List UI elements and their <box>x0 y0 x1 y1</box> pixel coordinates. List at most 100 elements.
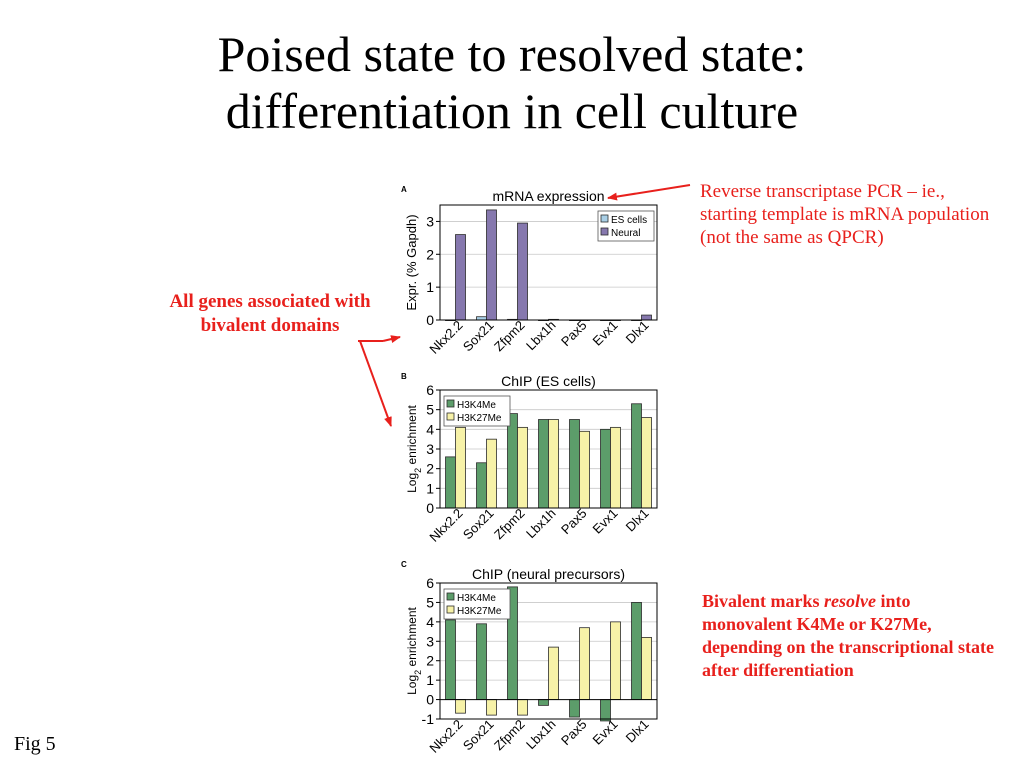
panel-a-bar-neural <box>486 209 497 321</box>
panel-b-bar-h3k27me <box>641 417 652 509</box>
panel-c-bar-h3k27me <box>486 699 497 716</box>
panel-b-xtick-label: Sox21 <box>460 506 497 543</box>
panel-a-bar-neural <box>455 234 466 321</box>
panel-b-legend-swatch <box>446 399 455 408</box>
panel-a-frame <box>439 204 658 321</box>
panel-c-legend <box>443 588 511 620</box>
panel-a-title: mRNA expression <box>492 188 604 204</box>
panel-b-bar-h3k27me <box>610 426 621 509</box>
panel-c-ytick-label: 5 <box>426 594 434 610</box>
panel-b-xtick-label: Dlx1 <box>623 506 652 535</box>
panel-c-bar-h3k27me <box>610 621 621 700</box>
panel-c-legend-swatch <box>446 592 455 601</box>
panel-a-xtick-label: Pax5 <box>558 318 590 350</box>
panel-a-ytick-label: 3 <box>426 213 434 229</box>
panel-b-ytick-label: 1 <box>426 480 434 496</box>
panel-c-bar-h3k4me <box>445 619 456 700</box>
panel-b-frame <box>439 389 658 509</box>
panel-a-bar-neural <box>641 314 652 321</box>
panel-c-ytick-label: 4 <box>426 614 434 630</box>
panel-b-legend-swatch <box>446 412 455 421</box>
panel-b-bar-h3k4me <box>600 428 611 509</box>
panel-a-legend-label: ES cells <box>611 215 647 226</box>
panel-c-legend-label: H3K4Me <box>457 593 496 604</box>
panel-a-legend-label: Neural <box>611 228 640 239</box>
panel-c-ytick-label: 1 <box>426 672 434 688</box>
slide-title-line1: Poised state to resolved state: <box>217 26 807 82</box>
panel-b-ytick-label: 6 <box>426 382 434 398</box>
resolve-note-post: into monovalent K4Me or K27Me, depending… <box>702 591 995 680</box>
panel-c-title: ChIP (neural precursors) <box>472 566 625 582</box>
panel-c-ytick-label: 2 <box>426 653 434 669</box>
panel-c-bar-h3k27me <box>455 699 466 714</box>
panel-b-ytick-label: 2 <box>426 461 434 477</box>
panel-b-letter: B <box>401 372 407 381</box>
panel-c-bar-h3k27me <box>579 627 590 700</box>
panel-a-xtick-label: Evx1 <box>590 318 621 349</box>
panel-a-letter: A <box>401 185 407 194</box>
panel-c-ytick-label: -1 <box>422 711 435 727</box>
panel-b-legend-label: H3K27Me <box>457 413 502 424</box>
panel-a-xtick-label: Lbx1h <box>523 318 559 354</box>
panel-b-xtick-label: Evx1 <box>590 506 621 537</box>
panel-c-xtick-label: Dlx1 <box>623 717 652 746</box>
panel-a-bar-neural <box>517 222 528 321</box>
panel-b-bar-h3k4me <box>538 419 549 509</box>
resolve-note-emphasis: resolve <box>824 591 876 611</box>
slide-title: Poised state to resolved state: differen… <box>0 26 1024 140</box>
panel-b-title: ChIP (ES cells) <box>501 373 596 389</box>
panel-b-ytick-label: 5 <box>426 402 434 418</box>
panel-b-xtick-label: Zfpm2 <box>491 506 528 543</box>
panel-a-xtick-label: Sox21 <box>460 318 497 355</box>
panel-c-legend-swatch <box>446 605 455 614</box>
slide-title-line2: differentiation in cell culture <box>225 83 799 139</box>
panel-a-ytick-label: 1 <box>426 279 434 295</box>
panel-b-ylabel: Log2 enrichment <box>405 404 423 492</box>
panel-b-xtick-label: Pax5 <box>558 506 590 538</box>
panel-b-bar-h3k27me <box>517 426 528 509</box>
panel-c-bar-h3k4me <box>538 699 549 706</box>
panel-a-legend-swatch <box>600 227 609 236</box>
panel-a-ytick-label: 2 <box>426 246 434 262</box>
rtpcr-note: Reverse transcriptase PCR – ie., startin… <box>700 181 990 248</box>
panel-c-xtick-label: Lbx1h <box>523 717 559 753</box>
panel-b-bar-h3k27me <box>548 419 559 509</box>
panel-b-bar-h3k4me <box>569 419 580 509</box>
panel-c-bar-h3k27me <box>548 646 559 700</box>
resolve-note-pre: Bivalent marks <box>702 591 825 611</box>
panel-c-legend-label: H3K27Me <box>457 606 502 617</box>
panel-c-ylabel: Log2 enrichment <box>405 606 423 694</box>
panel-b-ytick-label: 4 <box>426 421 434 437</box>
panel-b-bar-h3k27me <box>486 438 497 509</box>
panel-c-xtick-label: Sox21 <box>460 717 497 754</box>
panel-c-bar-h3k4me <box>476 623 487 700</box>
panel-b-bar-h3k4me <box>476 462 487 509</box>
panel-c-ytick-label: 0 <box>426 692 434 708</box>
panel-b-xtick-label: Lbx1h <box>523 506 559 542</box>
panel-b-bar-h3k27me <box>579 430 590 509</box>
panel-c-xtick-label: Zfpm2 <box>491 717 528 754</box>
panel-b-ytick-label: 3 <box>426 441 434 457</box>
panel-b-bar-h3k4me <box>445 456 456 509</box>
panel-b-legend-label: H3K4Me <box>457 400 496 411</box>
panel-b-bar-h3k27me <box>455 426 466 509</box>
panel-a-ytick-label: 0 <box>426 312 434 328</box>
panel-c-frame <box>439 582 658 720</box>
panel-c-bar-h3k4me <box>631 602 642 700</box>
panel-c-bar-h3k4me <box>569 699 580 718</box>
panel-b-ytick-label: 0 <box>426 500 434 516</box>
panel-a-xtick-label: Zfpm2 <box>491 318 528 355</box>
figure-label: Fig 5 <box>14 733 56 755</box>
panel-c-xtick-label: Pax5 <box>558 717 590 749</box>
panel-b-bar-h3k4me <box>507 413 518 509</box>
panel-c-xtick-label: Evx1 <box>590 717 621 748</box>
panel-b-legend <box>443 395 511 427</box>
bivalent-genes-note: All genes associated with bivalent domai… <box>169 291 371 336</box>
panel-c-letter: C <box>401 560 407 569</box>
panel-c-ytick-label: 6 <box>426 575 434 591</box>
resolve-note: Bivalent marks resolve into monovalent K… <box>702 590 1002 682</box>
panel-b-bar-h3k4me <box>631 403 642 509</box>
panel-c-bar-h3k27me <box>517 699 528 716</box>
panel-a-xtick-label: Dlx1 <box>623 318 652 347</box>
